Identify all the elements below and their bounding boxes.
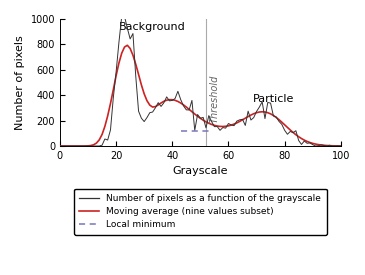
Legend: Number of pixels as a function of the grayscale, Moving average (nine values sub: Number of pixels as a function of the gr…	[74, 189, 327, 235]
Text: Background: Background	[119, 22, 186, 32]
Y-axis label: Number of pixels: Number of pixels	[15, 35, 25, 130]
Text: Particle: Particle	[253, 94, 294, 104]
X-axis label: Grayscale: Grayscale	[173, 166, 228, 177]
Text: Threshold: Threshold	[210, 75, 219, 123]
